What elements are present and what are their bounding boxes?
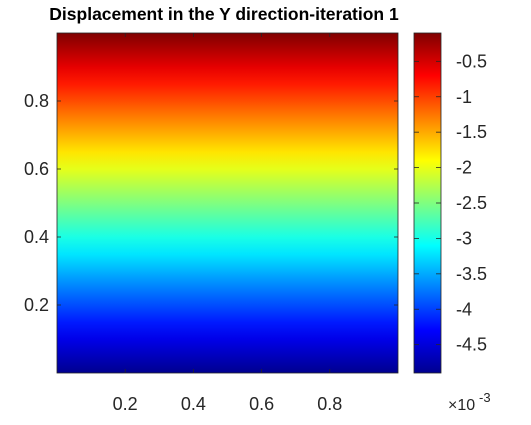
colorbar-tick-label: -3.5 [456, 264, 487, 284]
heatmap-field [57, 33, 398, 373]
y-tick-label: 0.4 [24, 227, 49, 247]
colorbar-tick-label: -0.5 [456, 51, 487, 71]
colorbar-exponent-power: -3 [479, 390, 491, 405]
y-tick-label: 0.2 [24, 295, 49, 315]
x-tick-label: 0.8 [317, 394, 342, 414]
colorbar-tick-label: -1.5 [456, 122, 487, 142]
x-tick-label: 0.2 [113, 394, 138, 414]
y-tick-label: 0.8 [24, 91, 49, 111]
axes-box [56, 32, 399, 374]
chart-title: Displacement in the Y direction-iteratio… [49, 4, 399, 24]
colorbar-tick-label: -2.5 [456, 193, 487, 213]
colorbar-tick-label: -2 [456, 158, 472, 178]
plot-area: 0.2 0.4 0.6 0.8 0.2 0.4 0.6 0.8 [24, 32, 399, 414]
colorbar-tick-label: -3 [456, 228, 472, 248]
x-tick-label: 0.4 [181, 394, 206, 414]
y-tick-label: 0.6 [24, 159, 49, 179]
x-axis-ticks: 0.2 0.4 0.6 0.8 [113, 33, 342, 414]
colorbar-tick-label: -4 [456, 299, 472, 319]
x-tick-label: 0.6 [249, 394, 274, 414]
colorbar-tick-label: -4.5 [456, 335, 487, 355]
colorbar-exponent: ×10 -3 [448, 390, 491, 414]
colorbar-tick-label: -1 [456, 87, 472, 107]
y-axis-ticks: 0.2 0.4 0.6 0.8 [24, 91, 398, 315]
colorbar-ticks: -4.5 -4 -3.5 -3 -2.5 -2 -1.5 -1 -0.5 [414, 51, 487, 355]
colorbar-exponent-base: ×10 [448, 397, 475, 414]
colorbar: -4.5 -4 -3.5 -3 -2.5 -2 -1.5 -1 -0.5 ×10 -3 [413, 32, 491, 414]
